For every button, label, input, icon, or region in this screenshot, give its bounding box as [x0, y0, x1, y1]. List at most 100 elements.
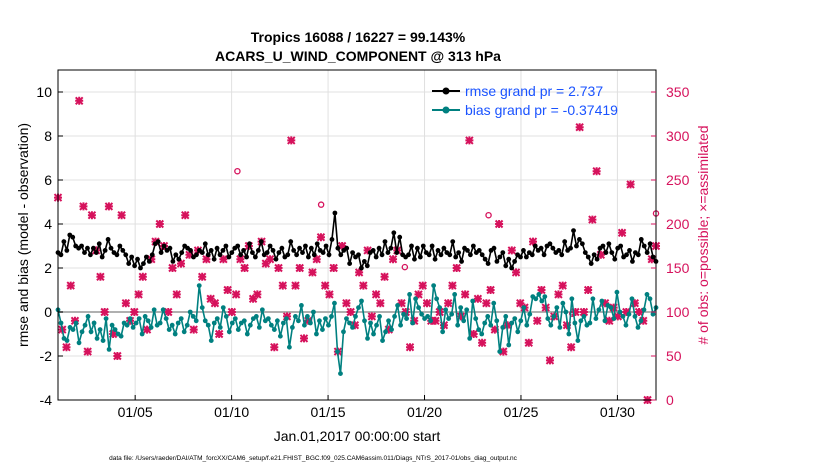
- rmse-point: [96, 241, 102, 247]
- rmse-point: [291, 248, 297, 253]
- obs-assimilated-marker: [359, 281, 368, 290]
- obs-assimilated-glyph: [87, 210, 97, 220]
- rmse-point: [429, 243, 435, 249]
- obs-assimilated-marker: [142, 325, 152, 334]
- obs-assimilated-glyph: [236, 254, 245, 264]
- bias-point: [160, 307, 166, 313]
- obs-assimilated-glyph: [460, 290, 470, 299]
- y-left-tick-label: 8: [44, 128, 52, 144]
- rmse-point: [214, 245, 220, 251]
- obs-assimilated-glyph: [291, 281, 300, 290]
- obs-assimilated-marker: [647, 254, 656, 264]
- bias-point: [449, 311, 455, 317]
- obs-assimilated-glyph: [566, 342, 576, 352]
- bias-point: [220, 305, 226, 310]
- obs-assimilated-glyph: [554, 290, 563, 299]
- obs-assimilated-glyph: [516, 298, 525, 308]
- obs-assimilated-glyph: [503, 320, 512, 330]
- obs-assimilated-marker: [524, 338, 533, 348]
- obs-assimilated-marker: [354, 268, 364, 277]
- obs-assimilated-marker: [605, 316, 614, 326]
- obs-assimilated-marker: [533, 316, 542, 326]
- bias-point: [109, 322, 115, 328]
- rmse-point: [370, 248, 376, 253]
- bias-point: [512, 316, 518, 321]
- obs-assimilated-marker: [401, 307, 410, 317]
- bias-point: [283, 316, 289, 321]
- obs-assimilated-marker: [287, 136, 296, 145]
- obs-assimilated-glyph: [210, 298, 220, 308]
- rmse-point: [347, 261, 353, 266]
- bias-point: [347, 320, 352, 326]
- bias-point: [292, 314, 298, 319]
- obs-assimilated-glyph: [265, 254, 275, 264]
- obs-assimilated-marker: [371, 290, 381, 299]
- obs-assimilated-marker: [164, 307, 173, 317]
- bias-point: [232, 316, 238, 321]
- obs-assimilated-glyph: [121, 298, 131, 308]
- rmse-point: [574, 243, 579, 249]
- obs-assimilated-marker: [197, 272, 207, 282]
- obs-assimilated-glyph: [304, 316, 313, 326]
- bias-point: [614, 289, 620, 295]
- rmse-point: [117, 243, 123, 249]
- rmse-point: [521, 248, 526, 253]
- rmse-point: [176, 256, 182, 262]
- bias-point: [229, 320, 235, 326]
- x-tick-label: 01/15: [311, 404, 346, 420]
- obs-assimilated-glyph: [346, 307, 355, 317]
- bias-point: [608, 305, 614, 310]
- obs-assimilated-marker: [422, 298, 432, 308]
- obs-assimilated-marker: [227, 307, 237, 317]
- rmse-point: [385, 250, 391, 256]
- plot-frame: [57, 69, 657, 401]
- rmse-point: [506, 256, 512, 262]
- obs-assimilated-marker: [571, 307, 580, 317]
- obs-assimilated-glyph: [630, 298, 640, 308]
- obs-assimilated-marker: [516, 298, 525, 308]
- rmse-point: [512, 259, 518, 264]
- bias-point: [335, 349, 340, 354]
- rmse-point: [491, 245, 497, 251]
- bias-point: [650, 311, 656, 317]
- rmse-point: [82, 250, 87, 256]
- rmse-point: [582, 250, 588, 256]
- rmse-point: [647, 241, 653, 247]
- obs-assimilated-glyph: [329, 263, 338, 273]
- obs-assimilated-marker: [511, 268, 521, 277]
- rmse-point: [479, 252, 485, 258]
- bias-point: [395, 303, 400, 308]
- rmse-point: [409, 243, 414, 249]
- legend: rmse grand pr = 2.737 bias grand pr = -0…: [432, 83, 618, 118]
- obs-assimilated-marker: [414, 290, 423, 299]
- bias-point: [181, 329, 187, 335]
- obs-assimilated-marker: [274, 263, 283, 273]
- bias-point: [163, 316, 169, 321]
- obs-assimilated-glyph: [270, 342, 279, 352]
- bias-point: [494, 318, 500, 324]
- bias-point: [503, 314, 509, 319]
- bias-point: [461, 318, 467, 324]
- obs-assimilated-marker: [100, 307, 109, 317]
- rmse-point: [146, 259, 152, 264]
- obs-assimilated-marker: [130, 307, 139, 317]
- obs-assimilated-marker: [494, 219, 504, 229]
- obs-assimilated-glyph: [278, 281, 287, 290]
- obs-assimilated-glyph: [325, 290, 334, 299]
- bias-point: [311, 309, 316, 315]
- obs-assimilated-glyph: [647, 254, 656, 264]
- obs-assimilated-glyph: [181, 210, 190, 220]
- obs-assimilated-marker: [253, 290, 262, 299]
- obs-assimilated-glyph: [490, 325, 500, 334]
- obs-assimilated-glyph: [473, 294, 483, 304]
- rmse-point: [382, 239, 388, 245]
- rmse-point: [485, 261, 491, 266]
- obs-assimilated-marker: [507, 246, 517, 255]
- rmse-point: [571, 228, 576, 234]
- obs-assimilated-glyph: [384, 325, 394, 334]
- bias-point: [446, 316, 452, 321]
- bias-point: [452, 292, 458, 297]
- rmse-point: [603, 250, 609, 256]
- bias-point: [506, 342, 512, 348]
